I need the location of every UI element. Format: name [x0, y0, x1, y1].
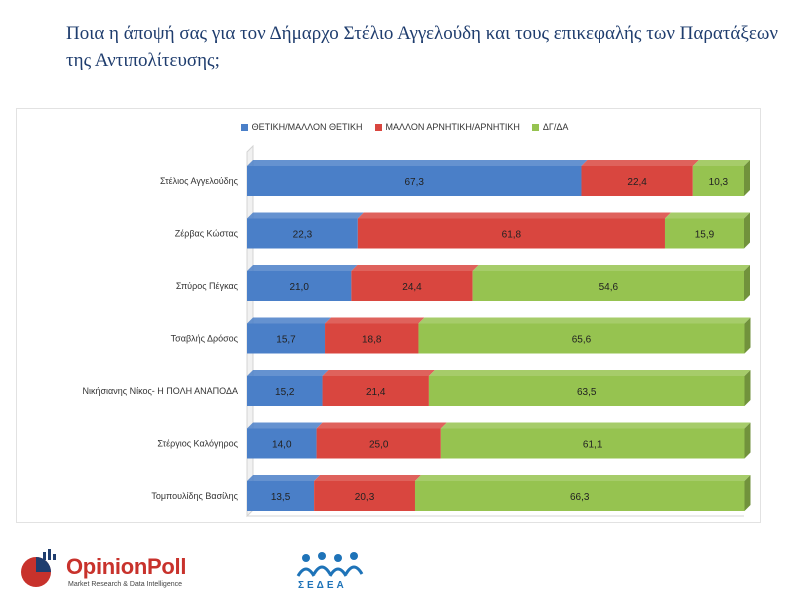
- data-label: 21,4: [366, 387, 386, 398]
- data-label: 18,8: [362, 335, 382, 346]
- legend-item-dkna: ΔΓ/ΔΑ: [531, 122, 569, 132]
- bar-segment: [314, 481, 415, 511]
- bar-segment: [247, 428, 317, 459]
- bar-top-face: [581, 160, 699, 166]
- bar-top-face: [351, 265, 479, 271]
- category-label: Στέργιος Καλόγηρος: [157, 439, 238, 449]
- data-label: 21,0: [289, 282, 309, 293]
- bar-side-face: [744, 422, 751, 459]
- opinionpoll-logo-icon: [21, 549, 56, 587]
- bar-top-face: [418, 317, 751, 324]
- bar-top-face: [314, 475, 421, 481]
- legend-swatch-positive: [240, 123, 248, 131]
- bar-segment: [247, 166, 582, 196]
- data-label: 10,3: [709, 177, 729, 188]
- data-label: 15,9: [695, 230, 715, 241]
- category-label: Τομπουλίδης Βασίλης: [151, 491, 238, 501]
- bar-segment: [351, 271, 473, 301]
- bar-side-face: [744, 475, 751, 511]
- bar-side-face: [744, 265, 750, 301]
- bar-top-face: [325, 317, 425, 324]
- category-label: Νικήσιανης Νίκος- Η ΠΟΛΗ ΑΝΑΠΟΔΑ: [82, 386, 238, 396]
- data-label: 22,4: [627, 177, 647, 188]
- bar-top-face: [247, 475, 321, 481]
- sedea-logo-icon: [296, 552, 364, 577]
- bar-segment: [428, 376, 745, 406]
- bar-segment: [472, 271, 744, 301]
- brand-tagline: Market Research & Data Intelligence: [68, 581, 182, 588]
- data-label: 65,6: [572, 335, 592, 346]
- data-label: 15,2: [275, 387, 295, 398]
- data-label: 66,3: [570, 492, 590, 503]
- legend-swatch-negative: [374, 123, 382, 131]
- legend-label-positive: ΘΕΤΙΚΗ/ΜΑΛΛΟΝ ΘΕΤΙΚΗ: [251, 122, 363, 132]
- bar-segment: [325, 323, 419, 354]
- bar-segment: [316, 428, 441, 459]
- data-label: 63,5: [577, 387, 597, 398]
- bar-top-face: [247, 160, 588, 166]
- bar-segment: [247, 271, 352, 301]
- bar-segment: [581, 166, 693, 196]
- bar-top-face: [692, 160, 750, 166]
- page-title: Ποια η άποψή σας για τον Δήμαρχο Στέλιο …: [66, 23, 778, 71]
- bar-top-face: [428, 370, 751, 376]
- data-label: 20,3: [355, 492, 375, 503]
- data-label: 54,6: [599, 282, 619, 293]
- data-label: 25,0: [369, 440, 389, 451]
- data-label: 15,7: [276, 335, 296, 346]
- bar-top-face: [247, 265, 358, 271]
- bar-segment: [322, 376, 429, 406]
- chart-frame: [16, 108, 761, 523]
- bar-segment: [418, 323, 745, 354]
- legend-item-negative: ΜΑΛΛΟΝ ΑΡΝΗΤΙΚΗ/ΑΡΝΗΤΙΚΗ: [374, 122, 520, 132]
- bar-top-face: [322, 370, 435, 376]
- bar-side-face: [744, 160, 750, 196]
- data-label: 61,8: [502, 230, 522, 241]
- data-label: 67,3: [405, 177, 425, 188]
- category-label: Τσαβλής Δρόσος: [171, 334, 239, 344]
- data-label: 61,1: [583, 440, 603, 451]
- partner-name: ΣΕΔΕΑ: [298, 580, 347, 591]
- bar-top-face: [247, 317, 332, 324]
- legend-label-dkna: ΔΓ/ΔΑ: [542, 122, 569, 132]
- bar-segment: [440, 428, 745, 459]
- bar-segment: [414, 481, 745, 511]
- category-label: Σπύρος Πέγκας: [176, 281, 239, 291]
- data-label: 13,5: [271, 492, 291, 503]
- bar-segment: [247, 376, 323, 406]
- bar-top-face: [247, 212, 364, 219]
- bar-side-face: [744, 370, 751, 406]
- bar-segment: [692, 166, 744, 196]
- category-label: Στέλιος Αγγελούδης: [160, 176, 239, 186]
- bar-segment: [247, 323, 326, 354]
- bar-top-face: [316, 422, 447, 429]
- bar-top-face: [357, 212, 671, 219]
- bar-top-face: [664, 212, 750, 219]
- bar-side-face: [744, 317, 751, 354]
- bar-segment: [357, 218, 665, 249]
- bar-top-face: [414, 475, 751, 481]
- bar-top-face: [440, 422, 751, 429]
- legend-label-negative: ΜΑΛΛΟΝ ΑΡΝΗΤΙΚΗ/ΑΡΝΗΤΙΚΗ: [385, 122, 520, 132]
- bar-top-face: [247, 370, 329, 376]
- chart-legend: ΘΕΤΙΚΗ/ΜΑΛΛΟΝ ΘΕΤΙΚΗ ΜΑΛΛΟΝ ΑΡΝΗΤΙΚΗ/ΑΡΝ…: [0, 122, 809, 132]
- bar-side-face: [744, 212, 750, 249]
- bar-top-face: [472, 265, 750, 271]
- data-label: 14,0: [272, 440, 292, 451]
- bar-segment: [247, 218, 358, 249]
- stacked-bar-chart: Στέλιος Αγγελούδης 67,3 22,4 10,3 Ζέρβας Κώσ…: [82, 144, 751, 518]
- legend-item-positive: ΘΕΤΙΚΗ/ΜΑΛΛΟΝ ΘΕΤΙΚΗ: [240, 122, 363, 132]
- bar-segment: [247, 481, 315, 511]
- bar-top-face: [247, 422, 323, 429]
- data-label: 22,3: [293, 230, 313, 241]
- data-label: 24,4: [402, 282, 422, 293]
- category-label: Ζέρβας Κώστας: [175, 229, 239, 239]
- legend-swatch-dkna: [531, 123, 539, 131]
- bar-segment: [664, 218, 744, 249]
- brand-name: OpinionPoll: [66, 554, 187, 579]
